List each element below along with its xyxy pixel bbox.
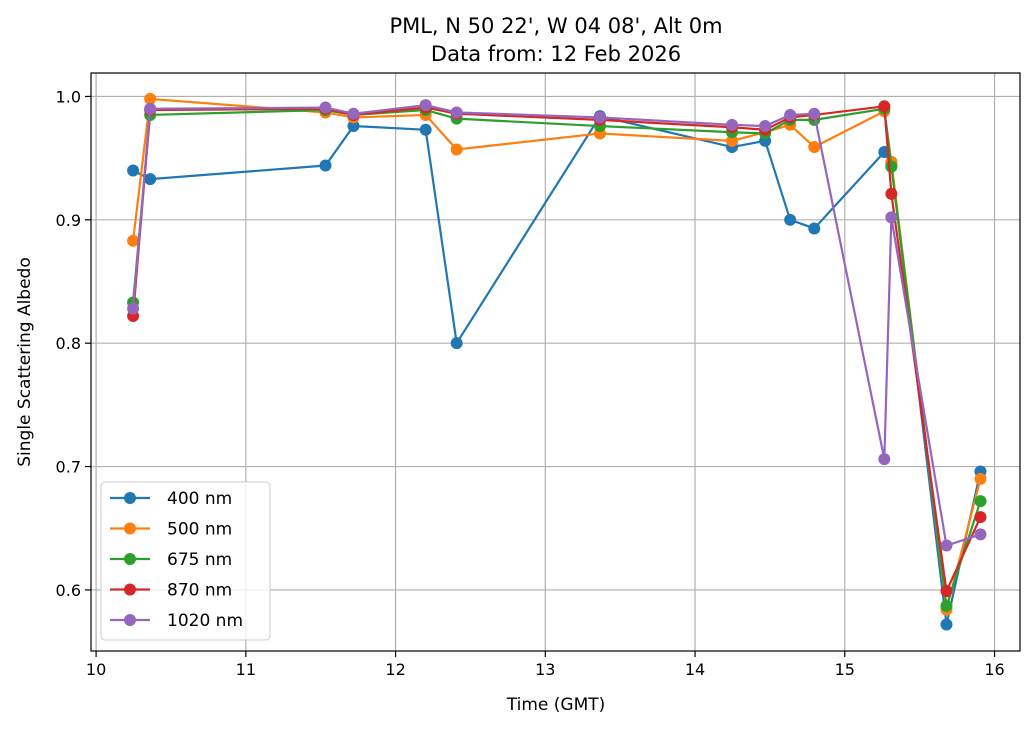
data-point (450, 337, 463, 350)
legend-marker (124, 614, 136, 626)
data-point (808, 222, 821, 235)
data-point (347, 107, 360, 120)
chart-subtitle: Data from: 12 Feb 2026 (431, 42, 681, 66)
legend-label: 500 nm (167, 520, 232, 540)
legend-item: 400 nm (110, 489, 232, 509)
data-point (940, 539, 953, 552)
data-point (450, 106, 463, 119)
x-tick-label: 13 (535, 660, 555, 679)
data-point (127, 302, 140, 315)
legend-label: 870 nm (167, 581, 232, 601)
data-point (885, 211, 898, 224)
y-tick-label: 0.7 (56, 458, 81, 477)
data-point (885, 160, 898, 173)
y-tick-label: 0.8 (56, 334, 81, 353)
data-point (974, 528, 987, 541)
data-point (127, 164, 140, 177)
x-tick-label: 12 (385, 660, 405, 679)
data-point (885, 187, 898, 200)
series-1020-nm (127, 99, 987, 552)
data-point (419, 123, 432, 136)
data-point (878, 453, 891, 466)
legend-item: 500 nm (110, 520, 232, 540)
data-point (144, 92, 157, 105)
data-point (878, 100, 891, 113)
legend-label: 1020 nm (167, 611, 243, 631)
legend-marker (124, 492, 136, 504)
x-axis: 10 11 12 13 14 15 16 (86, 651, 1005, 679)
data-point (808, 141, 821, 154)
data-point (419, 99, 432, 112)
data-point (144, 102, 157, 115)
y-axis: 0.6 0.7 0.8 0.9 1.0 (56, 87, 91, 600)
x-tick-label: 14 (685, 660, 705, 679)
grid (91, 73, 1020, 651)
chart-title: PML, N 50 22', W 04 08', Alt 0m (389, 14, 722, 38)
data-point (974, 495, 987, 508)
data-point (726, 118, 739, 131)
data-point (726, 134, 739, 147)
x-tick-label: 16 (984, 660, 1004, 679)
data-point (808, 107, 821, 120)
plot-frame (90, 72, 1021, 652)
y-tick-label: 0.9 (56, 211, 81, 230)
data-point (144, 173, 157, 186)
x-axis-label: Time (GMT) (506, 695, 606, 715)
legend: 400 nm 500 nm 675 nm 870 nm 1020 nm (100, 481, 271, 641)
x-tick-label: 10 (86, 660, 106, 679)
data-point (974, 511, 987, 524)
data-point (593, 111, 606, 124)
x-tick-label: 15 (835, 660, 855, 679)
legend-label: 675 nm (167, 550, 232, 570)
legend-item: 675 nm (110, 550, 232, 570)
data-point (759, 120, 772, 133)
data-point (127, 234, 140, 247)
data-point (784, 108, 797, 121)
data-point (940, 599, 953, 612)
y-axis-label: Single Scattering Albedo (15, 257, 35, 467)
legend-marker (124, 553, 136, 565)
legend-marker (124, 583, 136, 596)
legend-box (100, 481, 271, 641)
y-tick-label: 1.0 (56, 87, 81, 106)
data-point (784, 213, 797, 226)
data-point (940, 585, 953, 598)
data-point (974, 472, 987, 485)
legend-item: 1020 nm (110, 611, 243, 631)
data-point (347, 120, 360, 133)
data-point (319, 101, 332, 114)
data-point (940, 618, 953, 631)
data-point (450, 143, 463, 156)
legend-label: 400 nm (167, 489, 232, 509)
y-tick-label: 0.6 (56, 581, 81, 600)
series-group (127, 92, 987, 631)
x-tick-label: 11 (236, 660, 256, 679)
data-point (319, 159, 332, 172)
legend-marker (124, 522, 136, 535)
legend-item: 870 nm (110, 581, 232, 601)
